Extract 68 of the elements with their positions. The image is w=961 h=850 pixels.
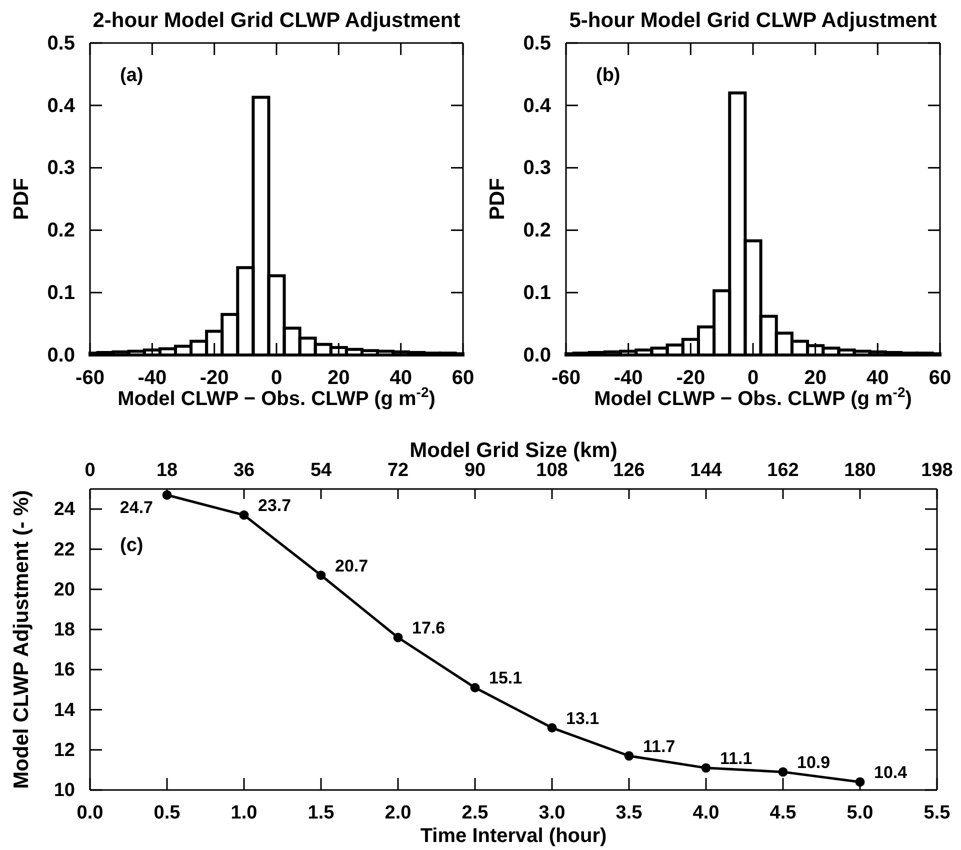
data-label: 24.7 xyxy=(120,498,153,518)
y-axis-title: PDF xyxy=(486,178,509,220)
x-tick-label: -60 xyxy=(552,367,580,390)
x2-tick-label: 54 xyxy=(310,460,332,481)
x2-tick-label: 90 xyxy=(464,460,486,481)
y-tick-label: 0.3 xyxy=(523,157,551,180)
chart-title: 2-hour Model Grid CLWP Adjustment xyxy=(92,9,460,32)
y-tick-label: 0.2 xyxy=(47,220,75,242)
y-tick-label: 0.1 xyxy=(523,282,551,304)
x-tick-label: 3.0 xyxy=(538,802,566,824)
x-tick-label: 5.0 xyxy=(846,802,874,824)
x-tick-label: -60 xyxy=(76,367,104,390)
y-tick-label: 0.5 xyxy=(523,32,551,54)
y-tick-label: 18 xyxy=(54,620,75,641)
x-tick-label: 4.0 xyxy=(692,802,720,824)
chart-title: 5-hour Model Grid CLWP Adjustment xyxy=(569,9,937,32)
y-tick-label: 0.1 xyxy=(47,282,75,304)
x-tick-label: 3.5 xyxy=(616,802,643,824)
x2-tick-label: 198 xyxy=(921,460,953,481)
x-tick-label: 0.5 xyxy=(154,802,181,824)
y-tick-label: 0.2 xyxy=(523,220,551,242)
y-tick-label: 16 xyxy=(54,660,75,681)
x2-tick-label: 180 xyxy=(844,460,876,481)
x-axis-title: Time Interval (hour) xyxy=(420,825,607,847)
x2-axis-title: Model Grid Size (km) xyxy=(410,439,618,462)
y-tick-label: 0.3 xyxy=(47,157,75,180)
annotation: (c) xyxy=(120,535,144,556)
data-label: 17.6 xyxy=(412,618,446,638)
data-label: 15.1 xyxy=(489,668,522,688)
x-tick-label: 2.5 xyxy=(462,802,489,824)
y-axis-title: PDF xyxy=(10,178,33,220)
y-tick-label: 14 xyxy=(54,700,76,721)
x2-tick-label: 108 xyxy=(536,460,568,481)
y-tick-label: 0.4 xyxy=(47,94,76,117)
y-tick-label: 10 xyxy=(54,780,75,802)
y-tick-label: 12 xyxy=(54,740,75,761)
x-tick-label: 60 xyxy=(928,367,952,390)
data-label: 11.1 xyxy=(720,748,752,768)
x-tick-label: 4.5 xyxy=(770,802,797,824)
data-label: 10.9 xyxy=(797,752,830,772)
x2-tick-label: 144 xyxy=(690,460,722,481)
x-tick-label: 60 xyxy=(452,367,474,390)
y-axis-title: Model CLWP Adjustment (- %) xyxy=(10,490,33,789)
y-tick-label: 20 xyxy=(54,579,75,600)
data-label: 13.1 xyxy=(566,708,600,728)
x2-tick-label: 18 xyxy=(156,460,178,481)
y-tick-label: 0.0 xyxy=(523,344,551,366)
x2-tick-label: 0 xyxy=(84,460,96,481)
x-tick-label: 2.0 xyxy=(384,802,412,824)
data-label: 20.7 xyxy=(335,556,368,576)
annotation: (b) xyxy=(596,65,620,86)
y-tick-label: 22 xyxy=(54,539,75,560)
x-tick-label: 5.5 xyxy=(924,802,951,824)
data-label: 23.7 xyxy=(258,496,292,516)
annotation: (a) xyxy=(120,65,144,86)
x-tick-label: 1.0 xyxy=(230,802,258,824)
data-label: 11.7 xyxy=(643,736,676,756)
x2-tick-label: 162 xyxy=(767,460,799,481)
y-tick-label: 0.4 xyxy=(523,94,552,117)
y-tick-label: 0.0 xyxy=(47,344,75,366)
x2-tick-label: 72 xyxy=(387,460,409,481)
x2-tick-label: 36 xyxy=(233,460,255,481)
x-tick-label: 0.0 xyxy=(76,802,104,824)
x-tick-label: 1.5 xyxy=(308,802,335,824)
x2-tick-label: 126 xyxy=(613,460,645,481)
y-tick-label: 0.5 xyxy=(47,32,75,54)
data-label: 10.4 xyxy=(874,762,908,782)
y-tick-label: 24 xyxy=(54,499,76,520)
